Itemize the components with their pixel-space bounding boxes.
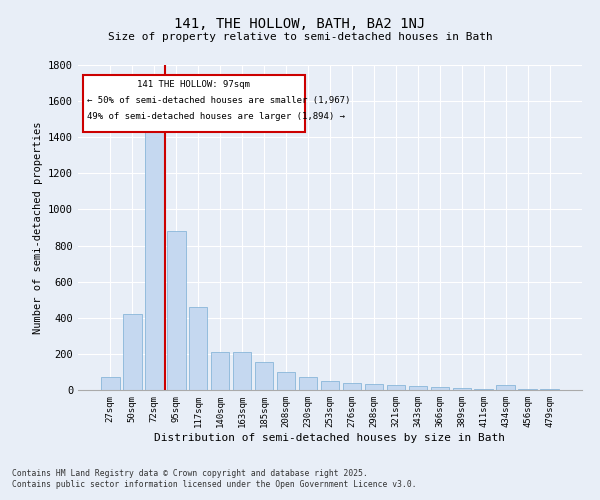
Bar	[365, 384, 383, 390]
Text: Contains HM Land Registry data © Crown copyright and database right 2025.: Contains HM Land Registry data © Crown c…	[12, 468, 368, 477]
Text: ← 50% of semi-detached houses are smaller (1,967): ← 50% of semi-detached houses are smalle…	[87, 96, 350, 105]
Bar	[145, 130, 164, 390]
Bar	[167, 231, 185, 390]
Bar	[277, 372, 295, 390]
FancyBboxPatch shape	[83, 74, 305, 132]
Text: 49% of semi-detached houses are larger (1,894) →: 49% of semi-detached houses are larger (…	[87, 112, 345, 121]
Text: Size of property relative to semi-detached houses in Bath: Size of property relative to semi-detach…	[107, 32, 493, 42]
Text: 141 THE HOLLOW: 97sqm: 141 THE HOLLOW: 97sqm	[137, 80, 250, 88]
Y-axis label: Number of semi-detached properties: Number of semi-detached properties	[32, 121, 43, 334]
Bar	[255, 362, 274, 390]
Bar	[409, 386, 427, 390]
Text: 141, THE HOLLOW, BATH, BA2 1NJ: 141, THE HOLLOW, BATH, BA2 1NJ	[175, 18, 425, 32]
Bar	[343, 383, 361, 390]
Bar	[496, 384, 515, 390]
Bar	[431, 388, 449, 390]
Bar	[452, 388, 471, 390]
Bar	[299, 378, 317, 390]
Text: Contains public sector information licensed under the Open Government Licence v3: Contains public sector information licen…	[12, 480, 416, 489]
X-axis label: Distribution of semi-detached houses by size in Bath: Distribution of semi-detached houses by …	[155, 432, 505, 442]
Bar	[320, 381, 340, 390]
Bar	[189, 307, 208, 390]
Bar	[211, 352, 229, 390]
Bar	[123, 314, 142, 390]
Bar	[386, 386, 405, 390]
Bar	[101, 378, 119, 390]
Bar	[518, 388, 537, 390]
Bar	[233, 352, 251, 390]
Bar	[475, 388, 493, 390]
